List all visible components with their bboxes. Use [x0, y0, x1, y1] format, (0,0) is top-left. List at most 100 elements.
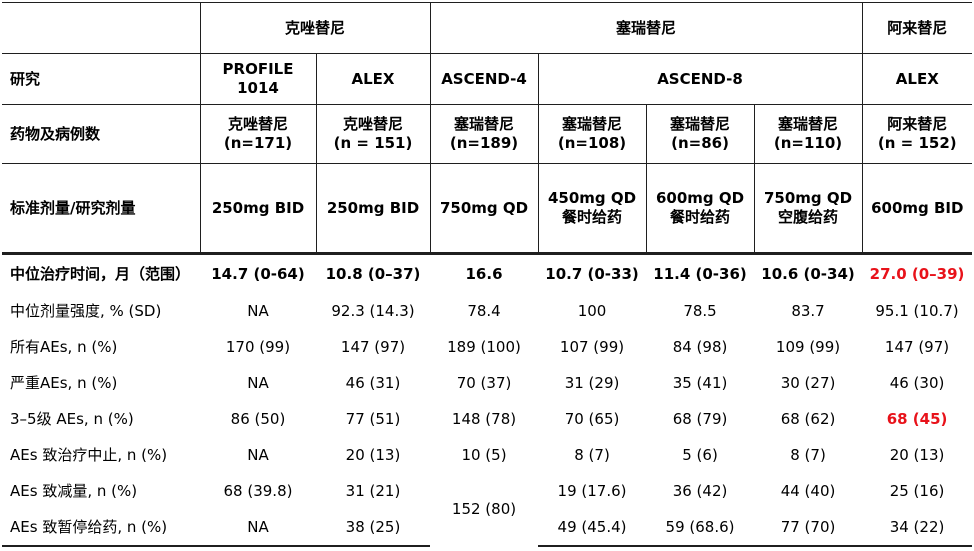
drug-cell: 阿来替尼 (n = 152) — [861, 104, 973, 164]
value-cell: 8 (7) — [790, 445, 826, 464]
value-cell: 70 (65) — [564, 409, 620, 428]
row-label: 中位治疗时间，月（范围） — [2, 252, 200, 293]
drug-cell: 克唑替尼 (n = 151) — [315, 104, 431, 164]
value-cell: NA — [247, 301, 269, 320]
value-cell-merged: 152 (80) — [451, 500, 517, 518]
dose-row-label: 标准剂量/研究剂量 — [2, 163, 201, 254]
value-cell: 31 (29) — [564, 373, 620, 392]
value-cell: 8 (7) — [574, 445, 610, 464]
value-cell: 77 (51) — [345, 409, 401, 428]
drug-row: 药物及病例数 克唑替尼 (n=171) 克唑替尼 (n = 151) 塞瑞替尼 (n=… — [2, 104, 973, 164]
value-cell: 68 (62) — [780, 409, 836, 428]
value-cell: 19 (17.6) — [557, 481, 627, 500]
dose-cell: 600mg BID — [861, 163, 973, 254]
value-cell: 92.3 (14.3) — [331, 301, 415, 320]
study-cell: PROFILE 1014 — [199, 53, 317, 105]
study-cell: ASCEND-8 — [537, 53, 863, 105]
value-cell: 170 (99) — [225, 337, 291, 356]
drug-row-label: 药物及病例数 — [2, 104, 201, 164]
value-cell: 68 (79) — [672, 409, 728, 428]
row-label: 严重AEs, n (%) — [10, 373, 118, 392]
table-row: 所有AEs, n (%) 170 (99) 147 (97) 189 (100)… — [2, 329, 972, 365]
dose-cell: 450mg QD 餐时给药 — [537, 163, 647, 254]
value-cell: 16.6 — [430, 252, 539, 293]
value-cell: 10.8 (0–37) — [316, 252, 431, 293]
study-cell: ALEX — [315, 53, 431, 105]
value-cell: 147 (97) — [884, 337, 950, 356]
value-cell: 83.7 — [791, 301, 825, 320]
value-cell: 10.7 (0-33) — [538, 252, 647, 293]
value-cell: 20 (13) — [889, 445, 945, 464]
dose-cell: 250mg BID — [315, 163, 431, 254]
drug-cell: 塞瑞替尼 (n=110) — [753, 104, 863, 164]
value-cell: 25 (16) — [889, 481, 945, 500]
corner-cell — [2, 2, 201, 54]
value-cell: 30 (27) — [780, 373, 836, 392]
table-row: 中位治疗时间，月（范围） 14.7 (0-64) 10.8 (0–37) 16.… — [2, 252, 973, 293]
value-cell: 44 (40) — [780, 481, 836, 500]
dose-cell: 600mg QD 餐时给药 — [645, 163, 755, 254]
value-cell: 86 (50) — [230, 409, 286, 428]
value-cell: 31 (21) — [345, 481, 401, 500]
group-alectinib: 阿来替尼 — [861, 2, 973, 54]
row-label: AEs 致暂停给药, n (%) — [2, 509, 200, 547]
value-cell: 95.1 (10.7) — [875, 301, 959, 320]
value-cell: 14.7 (0-64) — [200, 252, 316, 293]
study-cell: ALEX — [861, 53, 973, 105]
value-cell: 147 (97) — [340, 337, 406, 356]
value-cell: 68 (39.8) — [223, 481, 293, 500]
value-cell: NA — [247, 445, 269, 464]
value-cell: 78.5 — [683, 301, 717, 320]
table-row: 3–5级 AEs, n (%) 86 (50) 77 (51) 148 (78)… — [2, 401, 972, 437]
value-cell: 189 (100) — [447, 337, 521, 356]
value-cell: 20 (13) — [345, 445, 401, 464]
study-row-label: 研究 — [2, 53, 201, 105]
dose-cell: 750mg QD 空腹给药 — [753, 163, 863, 254]
table-row: AEs 致暂停给药, n (%) NA 38 (25) 49 (45.4) 59… — [2, 509, 973, 547]
value-cell: 38 (25) — [316, 509, 431, 547]
table-row: AEs 致减量, n (%) 68 (39.8) 31 (21) 152 (80… — [2, 473, 972, 519]
drug-cell: 塞瑞替尼 (n=189) — [429, 104, 539, 164]
value-cell: 77 (70) — [754, 509, 863, 547]
value-cell: 78.4 — [467, 301, 501, 320]
value-cell: NA — [200, 509, 316, 547]
row-label: AEs 致减量, n (%) — [10, 481, 138, 500]
dose-cell: 750mg QD — [429, 163, 539, 254]
value-cell-highlight: 68 (45) — [886, 409, 948, 428]
table-row: AEs 致治疗中止, n (%) NA 20 (13) 10 (5) 8 (7)… — [2, 437, 972, 473]
value-cell: 46 (30) — [889, 373, 945, 392]
value-cell: 34 (22) — [862, 509, 973, 547]
row-label: 所有AEs, n (%) — [10, 337, 118, 356]
value-cell: 10.6 (0-34) — [754, 252, 863, 293]
table-row: 中位剂量强度, % (SD) NA 92.3 (14.3) 78.4 100 7… — [2, 293, 972, 329]
value-cell: 84 (98) — [672, 337, 728, 356]
row-label: AEs 致治疗中止, n (%) — [10, 445, 168, 464]
value-cell: 70 (37) — [456, 373, 512, 392]
value-cell: 107 (99) — [559, 337, 625, 356]
value-cell: 5 (6) — [682, 445, 718, 464]
value-cell: 46 (31) — [345, 373, 401, 392]
value-cell: 148 (78) — [451, 409, 517, 428]
drug-cell: 塞瑞替尼 (n=108) — [537, 104, 647, 164]
value-cell-highlight: 27.0 (0–39) — [862, 252, 973, 293]
dose-row: 标准剂量/研究剂量 250mg BID 250mg BID 750mg QD 4… — [2, 163, 973, 254]
value-cell: 36 (42) — [672, 481, 728, 500]
value-cell: 59 (68.6) — [646, 509, 755, 547]
value-cell: 11.4 (0-36) — [646, 252, 755, 293]
row-label: 3–5级 AEs, n (%) — [10, 409, 134, 428]
value-cell: 10 (5) — [461, 445, 507, 464]
row-label: 中位剂量强度, % (SD) — [10, 301, 162, 320]
study-cell: ASCEND-4 — [429, 53, 539, 105]
group-crizotinib: 克唑替尼 — [199, 2, 431, 54]
value-cell: 100 — [577, 301, 607, 320]
drug-cell: 克唑替尼 (n=171) — [199, 104, 317, 164]
group-ceritinib: 塞瑞替尼 — [429, 2, 863, 54]
value-cell: 35 (41) — [672, 373, 728, 392]
value-cell: 49 (45.4) — [538, 509, 647, 547]
table-row: 严重AEs, n (%) NA 46 (31) 70 (37) 31 (29) … — [2, 365, 972, 401]
value-cell: NA — [247, 373, 269, 392]
value-cell: 109 (99) — [775, 337, 841, 356]
dose-cell: 250mg BID — [199, 163, 317, 254]
study-row: 研究 PROFILE 1014 ALEX ASCEND-4 ASCEND-8 AL… — [2, 53, 973, 105]
